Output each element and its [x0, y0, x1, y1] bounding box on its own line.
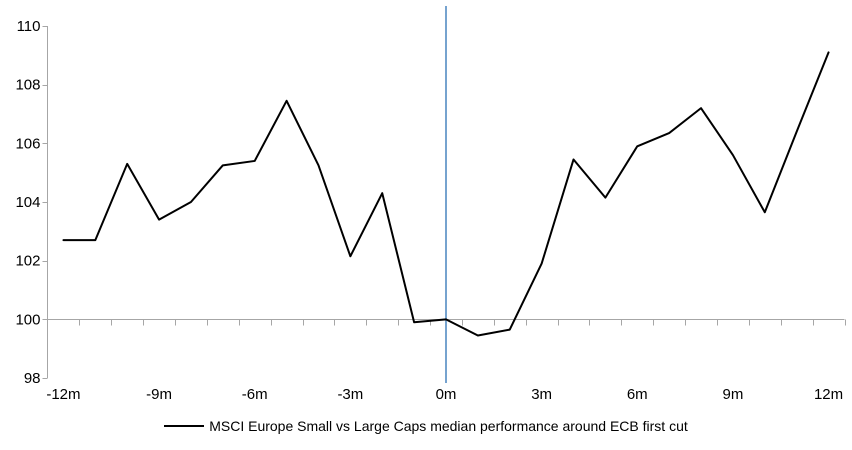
x-tick-label: -6m	[242, 386, 268, 403]
series-line-msci-small-vs-large	[62, 51, 830, 337]
x-tick-label: -12m	[46, 386, 80, 403]
x-tick-label: 12m	[814, 386, 843, 403]
y-tick-label: 110	[17, 18, 41, 35]
y-tick-label: 106	[15, 135, 40, 152]
y-tick-label: 102	[15, 253, 40, 270]
x-tick-label: 0m	[436, 386, 457, 403]
y-tick-label: 98	[24, 370, 41, 387]
x-tick-label: 9m	[722, 386, 743, 403]
x-tick-label: -3m	[337, 386, 363, 403]
line-chart-plot: 98 100 102 104 106 108 110 -12m -9m -6m -3m 0m 3m 6m 9…	[15, 6, 846, 403]
chart-legend: MSCI Europe Small vs Large Caps median p…	[0, 418, 852, 434]
x-tick-label: 6m	[627, 386, 648, 403]
x-tick-label: -9m	[146, 386, 172, 403]
x-tick-label: 3m	[531, 386, 552, 403]
legend-line-sample	[164, 425, 205, 427]
y-tick-label: 100	[15, 311, 40, 328]
legend-series-label: MSCI Europe Small vs Large Caps median p…	[209, 418, 688, 434]
y-tick-label: 108	[15, 77, 40, 94]
y-tick-label: 104	[15, 194, 40, 211]
